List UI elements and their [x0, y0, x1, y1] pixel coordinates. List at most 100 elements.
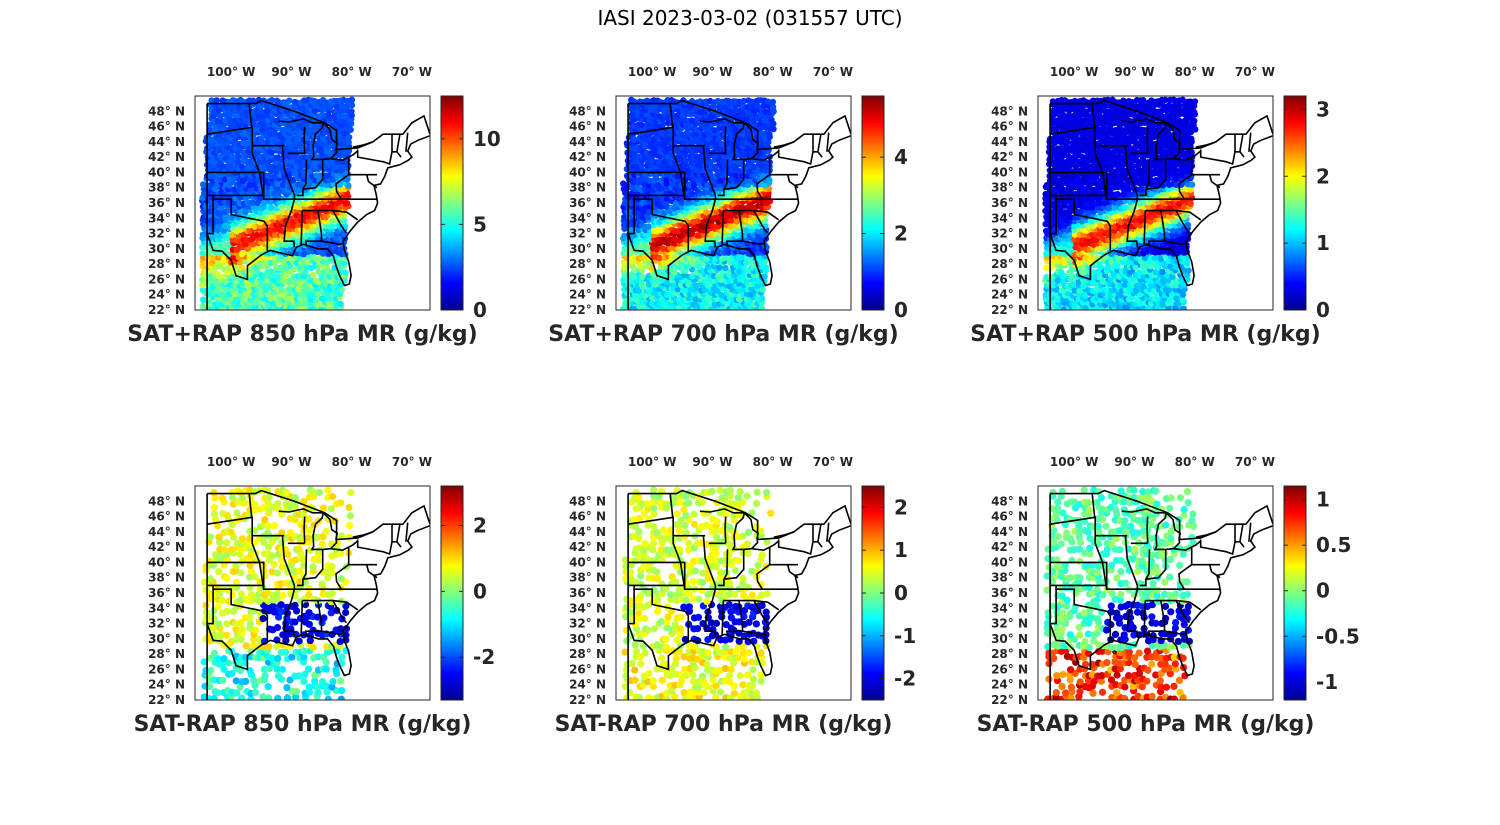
data-point	[621, 214, 628, 221]
boundary-line	[627, 126, 686, 200]
boundary-line	[207, 171, 377, 200]
boundary-line	[753, 210, 768, 234]
boundary-line	[300, 210, 304, 246]
data-point	[224, 269, 232, 276]
data-point	[645, 177, 653, 184]
data-point	[1184, 221, 1192, 229]
data-point	[718, 291, 726, 299]
data-point	[739, 204, 746, 211]
data-point	[689, 272, 696, 280]
data-point	[1176, 246, 1183, 253]
boundary-line	[731, 122, 760, 161]
data-point	[343, 200, 351, 207]
data-point	[315, 301, 322, 308]
data-point	[1099, 278, 1107, 285]
boundary-line	[773, 141, 795, 149]
data-point	[747, 177, 755, 184]
data-point	[631, 291, 639, 299]
data-point	[1175, 227, 1183, 235]
data-point	[696, 263, 703, 271]
lat-tick-label: 44° N	[569, 135, 606, 149]
boundary-line	[405, 132, 409, 152]
data-point	[664, 218, 671, 225]
data-point	[271, 130, 279, 138]
data-point	[242, 117, 250, 124]
data-point	[213, 97, 220, 104]
data-point	[620, 259, 628, 266]
data-point	[762, 264, 770, 271]
lat-tick-label: 34° N	[148, 211, 185, 225]
lat-tick-label: 26° N	[148, 272, 185, 286]
data-point	[659, 163, 667, 171]
colorbar-tick-label: 4	[894, 145, 908, 169]
data-point	[1061, 305, 1068, 310]
data-point	[728, 181, 736, 189]
lon-tick-label: 70° W	[813, 65, 853, 79]
lat-tick-label: 32° N	[148, 227, 185, 241]
data-point	[725, 98, 732, 105]
data-point	[750, 163, 758, 171]
data-point	[202, 269, 210, 276]
boundary-line	[356, 149, 402, 166]
data-point	[638, 121, 645, 129]
data-point	[302, 268, 309, 276]
data-point	[1078, 218, 1086, 225]
data-point	[1173, 263, 1180, 270]
data-point	[620, 232, 628, 240]
boundary-line	[396, 134, 401, 152]
data-point	[345, 134, 353, 141]
lon-tick-label: 90° W	[692, 65, 732, 79]
data-point	[656, 254, 663, 262]
data-point	[1114, 191, 1121, 198]
boundary-line	[826, 132, 830, 152]
data-point	[688, 117, 696, 124]
data-point	[278, 287, 286, 294]
data-point	[645, 223, 652, 230]
colorbar-tick-label: 5	[473, 212, 487, 236]
data-point	[1173, 190, 1180, 198]
data-point	[1068, 266, 1076, 274]
lon-tick-label: 80° W	[332, 65, 372, 79]
boundary-line	[281, 145, 296, 248]
boundary-line	[786, 174, 799, 189]
data-point	[206, 126, 214, 134]
data-point	[239, 130, 247, 138]
lat-tick-label: 38° N	[569, 181, 606, 195]
data-point	[1169, 273, 1176, 280]
data-point	[1173, 181, 1180, 189]
data-point	[758, 295, 766, 302]
panel-sat-plus-rap-700: 100° W 90° W 80° W 70° W 48° N 46° N 44° N 42° …	[546, 60, 976, 390]
lat-tick-label: 42° N	[569, 150, 606, 164]
colorbar	[440, 95, 464, 311]
data-point	[1071, 300, 1078, 308]
lat-tick-label: 30° N	[148, 242, 185, 256]
data-point	[711, 301, 718, 308]
panel-title: SAT+RAP 700 hPa MR (g/kg)	[548, 322, 898, 347]
data-point	[653, 195, 660, 202]
data-point	[1132, 287, 1140, 294]
data-point	[225, 264, 232, 271]
data-point	[304, 223, 311, 230]
boundary-line	[335, 157, 350, 200]
data-point	[264, 103, 271, 111]
data-point	[656, 158, 663, 166]
data-point	[316, 241, 323, 248]
data-point	[217, 153, 224, 161]
data-point	[682, 157, 689, 164]
data-point	[1082, 292, 1089, 299]
lat-tick-label: 40° N	[148, 165, 185, 179]
lon-tick-label: 100° W	[628, 65, 676, 79]
figure-title: IASI 2023-03-02 (031557 UTC)	[597, 6, 903, 30]
data-point	[260, 199, 268, 206]
chart-svg: 100° W 90° W 80° W 70° W48° N46° N44° N42° …	[970, 65, 1330, 347]
data-point	[674, 145, 681, 152]
data-points	[1042, 96, 1199, 310]
data-point	[337, 300, 344, 308]
boundary-line	[352, 141, 374, 149]
colorbar-tick-label: 2	[894, 222, 908, 246]
data-point	[249, 199, 257, 206]
boundary-line	[702, 145, 717, 248]
data-point	[325, 172, 333, 179]
data-point	[663, 195, 671, 202]
boundary-line	[330, 150, 359, 162]
